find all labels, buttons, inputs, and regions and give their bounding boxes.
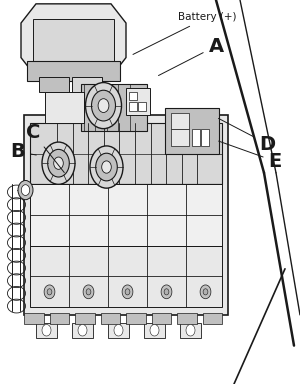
- Bar: [36, 323, 57, 338]
- Bar: [30, 123, 222, 184]
- Circle shape: [90, 146, 123, 188]
- Bar: [177, 313, 197, 324]
- Text: D: D: [218, 118, 276, 154]
- Polygon shape: [21, 4, 126, 77]
- Bar: [192, 129, 200, 146]
- Circle shape: [83, 285, 94, 299]
- Circle shape: [42, 142, 75, 184]
- Circle shape: [186, 324, 195, 336]
- Bar: [165, 108, 219, 154]
- Circle shape: [92, 90, 116, 121]
- Circle shape: [125, 289, 130, 295]
- Bar: [171, 113, 189, 129]
- Circle shape: [47, 289, 52, 295]
- Bar: [180, 323, 201, 338]
- Circle shape: [78, 324, 87, 336]
- Bar: [129, 92, 136, 100]
- Bar: [45, 92, 84, 123]
- Bar: [50, 313, 69, 324]
- Circle shape: [21, 185, 30, 195]
- Text: C: C: [26, 123, 64, 172]
- Circle shape: [18, 180, 33, 200]
- Bar: [27, 61, 120, 81]
- Text: E: E: [219, 141, 282, 171]
- Circle shape: [114, 324, 123, 336]
- Circle shape: [85, 83, 122, 129]
- Circle shape: [200, 285, 211, 299]
- Bar: [72, 77, 102, 92]
- Circle shape: [96, 153, 117, 181]
- Circle shape: [102, 161, 111, 173]
- Bar: [39, 77, 69, 92]
- Bar: [138, 102, 146, 111]
- Bar: [144, 323, 165, 338]
- Circle shape: [122, 285, 133, 299]
- Bar: [129, 102, 136, 111]
- Text: A: A: [158, 36, 224, 76]
- Bar: [30, 184, 222, 246]
- Bar: [24, 313, 44, 324]
- Circle shape: [161, 285, 172, 299]
- Bar: [75, 313, 94, 324]
- Circle shape: [42, 324, 51, 336]
- Circle shape: [98, 99, 109, 113]
- Text: B: B: [11, 142, 36, 161]
- Bar: [126, 88, 150, 115]
- Bar: [72, 323, 93, 338]
- Bar: [201, 129, 208, 146]
- Bar: [30, 246, 222, 307]
- Bar: [33, 19, 114, 65]
- Bar: [100, 313, 120, 324]
- Bar: [24, 115, 228, 315]
- Bar: [171, 129, 189, 146]
- Circle shape: [86, 289, 91, 295]
- Bar: [202, 313, 222, 324]
- Bar: [126, 313, 146, 324]
- Bar: [81, 84, 147, 131]
- Circle shape: [54, 157, 63, 169]
- Circle shape: [44, 285, 55, 299]
- Circle shape: [164, 289, 169, 295]
- Circle shape: [203, 289, 208, 295]
- Circle shape: [48, 149, 69, 177]
- Bar: [108, 323, 129, 338]
- Bar: [152, 313, 171, 324]
- Circle shape: [150, 324, 159, 336]
- Text: Battery (+): Battery (+): [133, 12, 237, 55]
